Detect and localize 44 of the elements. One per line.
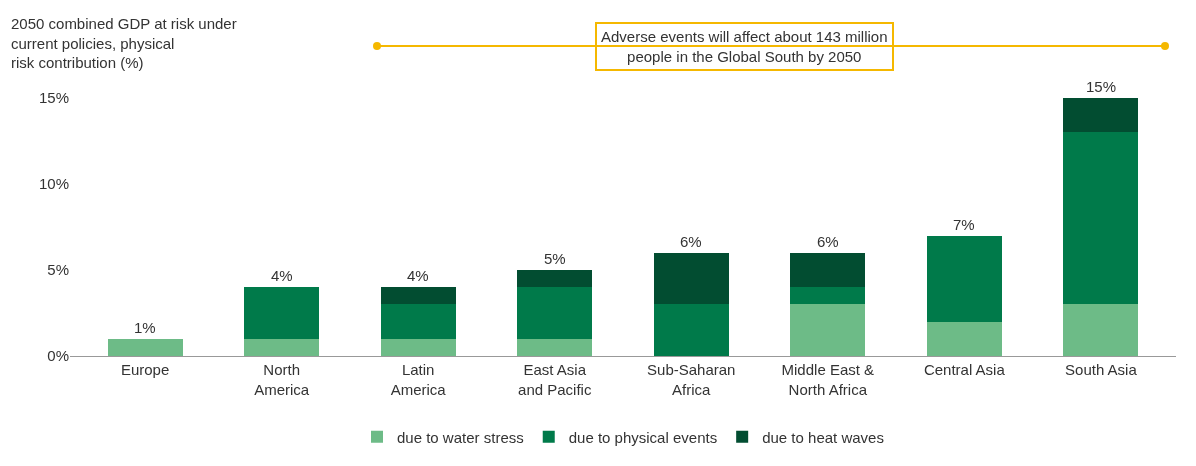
text: Adverse events will affect about 143 million people in the Global South by 2050	[601, 28, 888, 65]
bar	[926, 235, 1002, 322]
total-label: 5%	[544, 250, 566, 267]
x-tick-label: Latin America	[390, 361, 447, 398]
bar	[790, 252, 866, 288]
total-label: 4%	[407, 267, 429, 284]
x-tick-label: East Asia and Pacific	[518, 361, 592, 398]
bar	[653, 252, 729, 305]
bar	[517, 338, 593, 356]
bar	[380, 304, 456, 339]
bar	[1063, 98, 1139, 133]
legend-label: due to heat waves	[762, 428, 884, 446]
bar	[517, 287, 593, 339]
y-tick-label: 5%	[47, 261, 69, 279]
x-tick-label: Sub-Saharan Africa	[647, 361, 736, 398]
bar	[790, 287, 866, 305]
bar	[107, 338, 183, 356]
legend-label: due to water stress	[397, 428, 524, 446]
y-tick-label: 0%	[47, 347, 69, 365]
total-label: 7%	[953, 216, 975, 233]
bar	[244, 287, 320, 339]
bar	[1063, 304, 1139, 356]
y-tick-label: 10%	[38, 175, 69, 193]
total-label: 1%	[134, 319, 156, 336]
x-tick-label: North America	[254, 361, 310, 398]
bar	[653, 304, 729, 356]
total-label: 15%	[1086, 78, 1117, 95]
y-tick-label: 15%	[38, 89, 69, 107]
bar	[380, 287, 456, 305]
total-label: 6%	[817, 233, 839, 250]
bar	[1063, 132, 1139, 305]
bar	[926, 321, 1002, 356]
x-tick-label: Central Asia	[923, 361, 1006, 378]
y-axis-title: 2050 combined GDP at risk under current policies, physical risk contribution (%)	[11, 15, 237, 71]
bar	[790, 304, 866, 356]
legend-label: due to physical events	[568, 428, 718, 446]
x-tick-label: Middle East & North Africa	[781, 361, 875, 398]
total-label: 6%	[680, 233, 702, 250]
bar	[517, 270, 593, 288]
bar	[244, 338, 320, 356]
bar	[380, 338, 456, 356]
x-tick-label: South Asia	[1065, 361, 1138, 378]
x-tick-label: Europe	[120, 361, 170, 378]
total-label: 4%	[271, 267, 293, 284]
